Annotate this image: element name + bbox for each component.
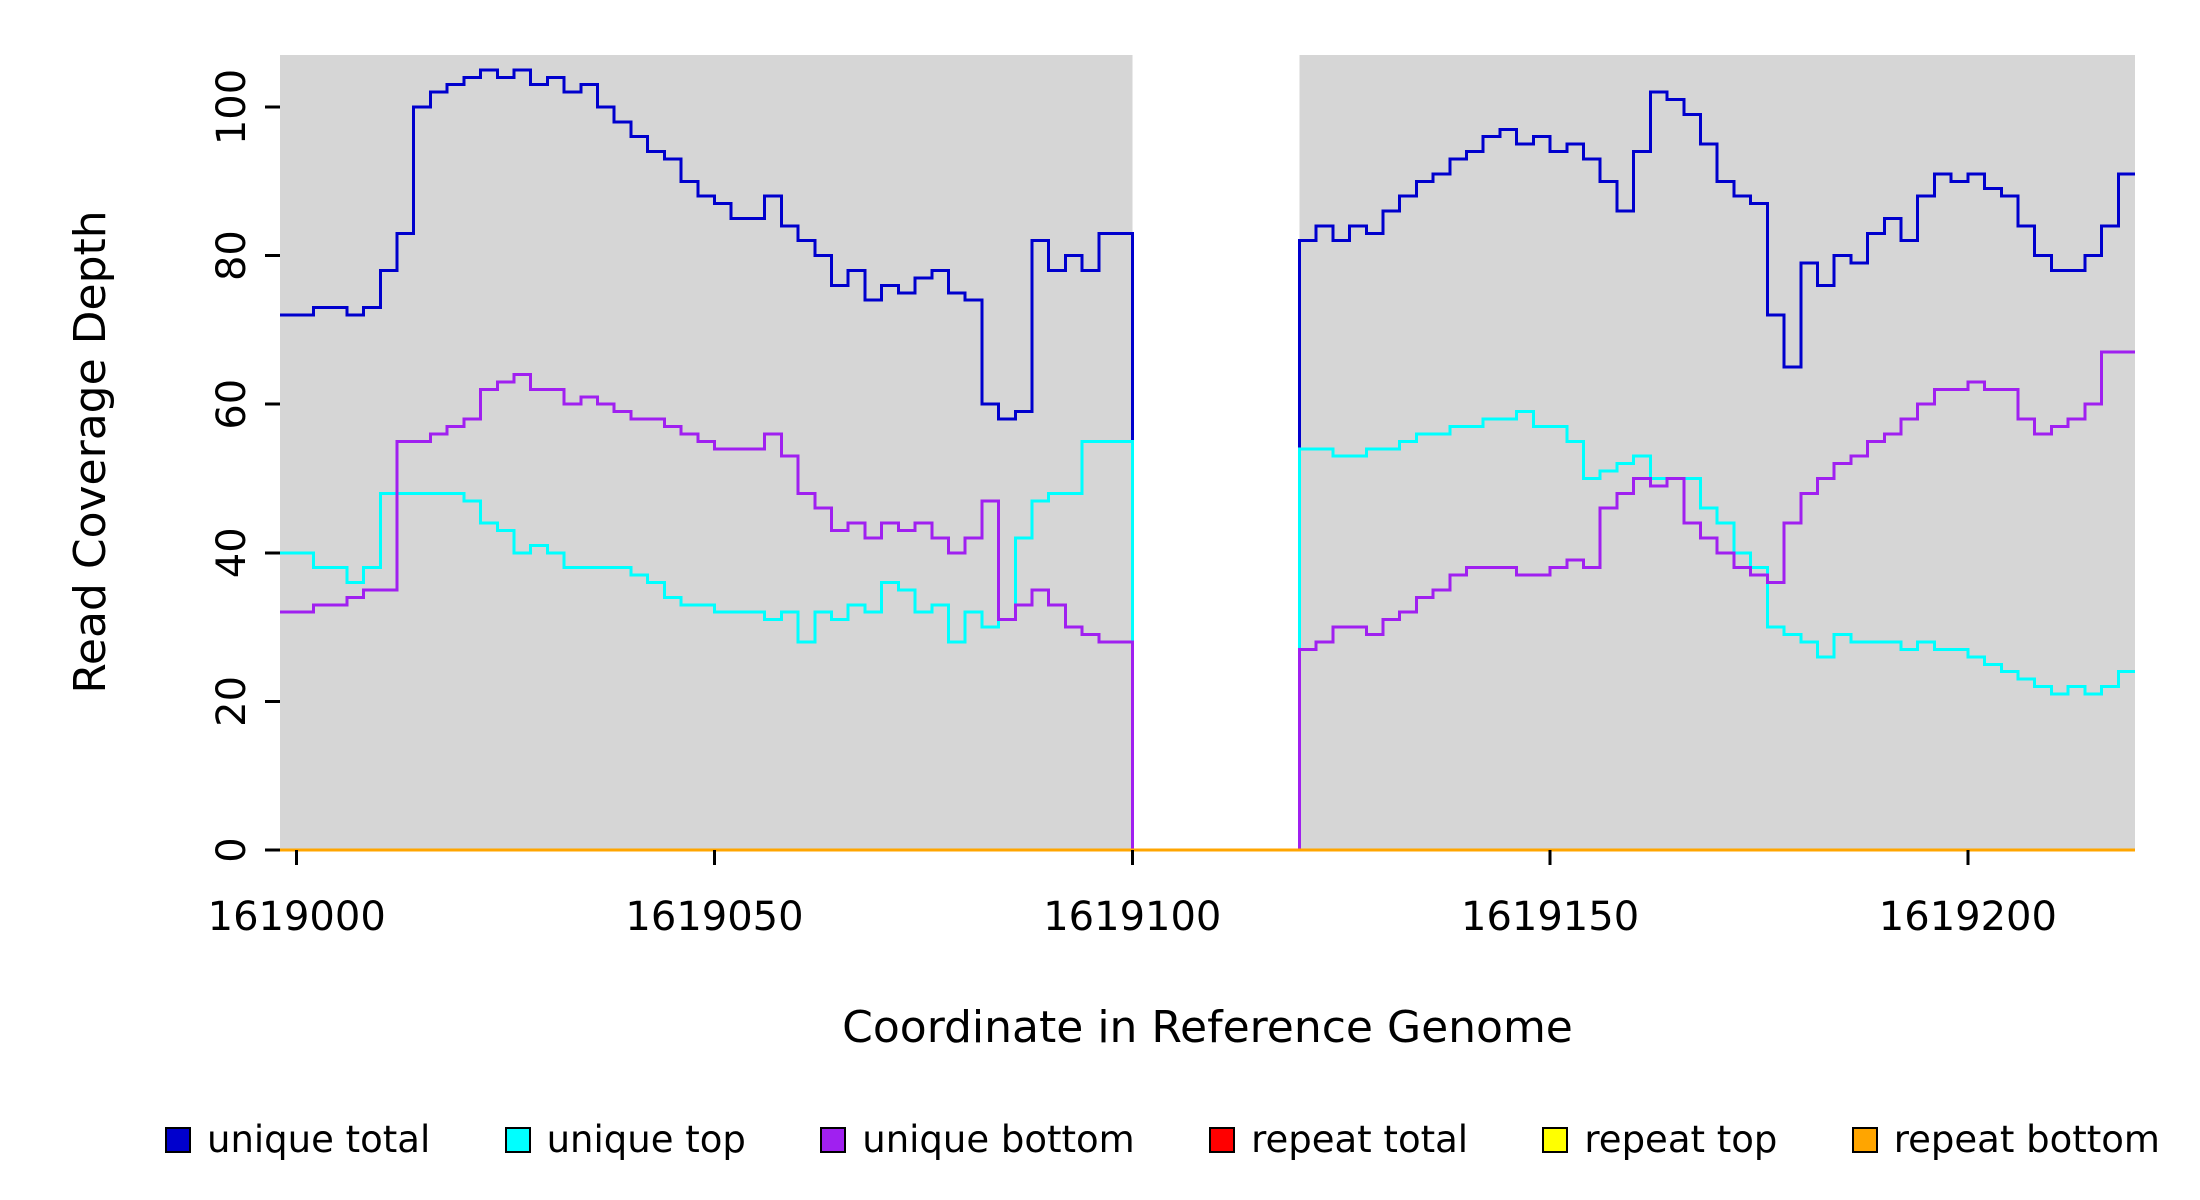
- unique-total-swatch-icon: [165, 1126, 191, 1153]
- repeat-total-swatch-icon: [1209, 1126, 1236, 1153]
- legend-label: repeat top: [1584, 1118, 1778, 1161]
- svg-text:0: 0: [209, 837, 255, 862]
- x-axis-label: Coordinate in Reference Genome: [842, 1002, 1573, 1053]
- legend-item-unique-top: unique top: [504, 1118, 746, 1161]
- coverage-plot: 1619000 1619050 1619100 1619150 1619200 0 20 40…: [65, 55, 2135, 940]
- svg-text:1619000: 1619000: [208, 894, 386, 940]
- svg-text:40: 40: [209, 527, 255, 578]
- unique-top-swatch-icon: [504, 1126, 531, 1153]
- legend-item-repeat-top: repeat top: [1542, 1118, 1777, 1161]
- legend-label: unique bottom: [862, 1118, 1135, 1161]
- svg-text:1619100: 1619100: [1043, 894, 1221, 940]
- chart-legend: unique total unique top unique bottom re…: [165, 1118, 2160, 1161]
- plot-layers: 1619000 1619050 1619100 1619150 1619200 0 20 40…: [208, 55, 2135, 940]
- svg-text:1619200: 1619200: [1879, 894, 2057, 940]
- legend-item-repeat-bottom: repeat bottom: [1851, 1118, 2160, 1161]
- svg-text:1619050: 1619050: [625, 894, 803, 940]
- legend-item-repeat-total: repeat total: [1209, 1118, 1468, 1161]
- y-axis-label: Read Coverage Depth: [65, 210, 116, 693]
- legend-label: repeat bottom: [1893, 1118, 2160, 1161]
- legend-label: unique top: [546, 1118, 746, 1161]
- svg-text:100: 100: [209, 69, 255, 145]
- svg-text:60: 60: [209, 379, 255, 430]
- legend-label: repeat total: [1251, 1118, 1469, 1161]
- unique-bottom-swatch-icon: [820, 1126, 847, 1153]
- svg-text:20: 20: [209, 676, 255, 727]
- svg-text:1619150: 1619150: [1461, 894, 1639, 940]
- svg-text:80: 80: [209, 230, 255, 281]
- legend-item-unique-total: unique total: [165, 1118, 430, 1161]
- legend-item-unique-bottom: unique bottom: [820, 1118, 1135, 1161]
- legend-label: unique total: [207, 1118, 431, 1161]
- repeat-bottom-swatch-icon: [1851, 1126, 1878, 1153]
- repeat-top-swatch-icon: [1542, 1126, 1569, 1153]
